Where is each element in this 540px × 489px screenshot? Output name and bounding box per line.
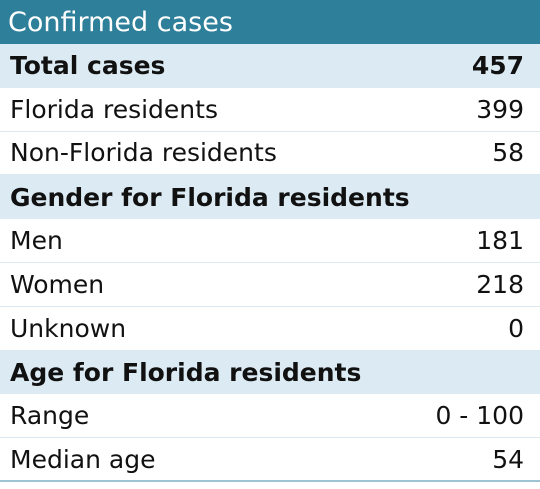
- row-label: Unknown: [10, 313, 127, 343]
- women-row: Women 218: [0, 262, 540, 307]
- row-value: 58: [492, 138, 524, 168]
- row-value: 218: [476, 269, 524, 299]
- row-label: Non-Florida residents: [10, 138, 277, 168]
- row-value: 0: [508, 313, 524, 343]
- row-label: Men: [10, 226, 63, 256]
- row-value: 457: [471, 51, 524, 81]
- florida-residents-row: Florida residents 399: [0, 87, 540, 132]
- section-label: Age for Florida residents: [10, 357, 362, 387]
- row-value: 0 - 100: [435, 401, 524, 431]
- row-value: 54: [492, 444, 524, 474]
- table-title-text: Confirmed cases: [8, 6, 233, 38]
- row-label: Florida residents: [10, 94, 218, 124]
- non-florida-residents-row: Non-Florida residents 58: [0, 131, 540, 176]
- row-label: Women: [10, 269, 105, 299]
- men-row: Men 181: [0, 219, 540, 263]
- row-value: 399: [476, 94, 524, 124]
- age-section-header: Age for Florida residents: [0, 350, 540, 395]
- age-range-row: Range 0 - 100: [0, 394, 540, 439]
- row-label: Range: [10, 401, 90, 431]
- row-label: Median age: [10, 444, 156, 474]
- gender-section-header: Gender for Florida residents: [0, 175, 540, 220]
- total-cases-row: Total cases 457: [0, 44, 540, 88]
- row-label: Total cases: [10, 51, 166, 81]
- row-value: 181: [476, 226, 524, 256]
- median-age-row: Median age 54: [0, 438, 540, 482]
- section-label: Gender for Florida residents: [10, 182, 410, 212]
- unknown-gender-row: Unknown 0: [0, 306, 540, 351]
- table-title: Confirmed cases: [0, 0, 540, 44]
